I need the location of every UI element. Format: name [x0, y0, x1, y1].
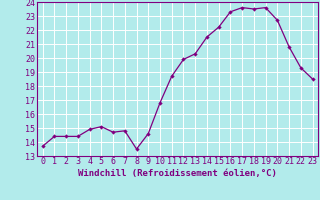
X-axis label: Windchill (Refroidissement éolien,°C): Windchill (Refroidissement éolien,°C): [78, 169, 277, 178]
